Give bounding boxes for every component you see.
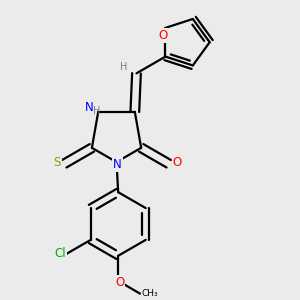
- Text: N: N: [85, 100, 93, 114]
- Text: H: H: [120, 62, 127, 72]
- Text: N: N: [113, 158, 122, 171]
- Text: O: O: [158, 29, 167, 42]
- Text: O: O: [115, 276, 124, 289]
- Text: Cl: Cl: [54, 247, 66, 260]
- Text: H: H: [93, 106, 100, 116]
- Text: S: S: [53, 156, 61, 169]
- Text: O: O: [173, 156, 182, 169]
- Text: CH₃: CH₃: [142, 289, 158, 298]
